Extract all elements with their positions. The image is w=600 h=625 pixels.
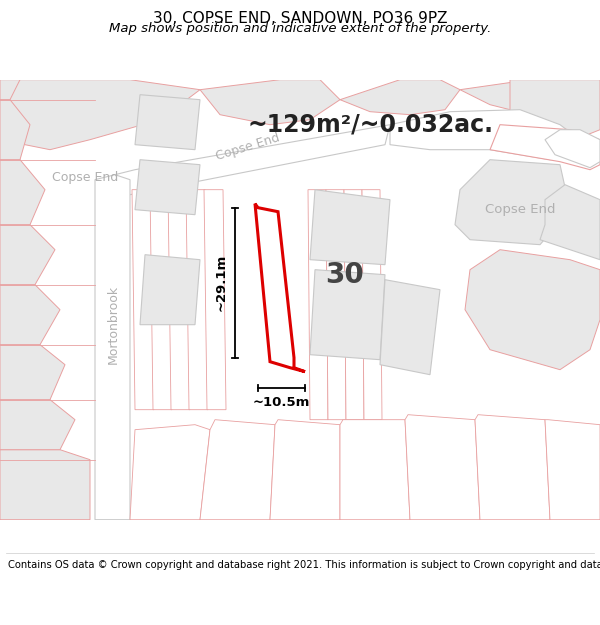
- Text: ~29.1m: ~29.1m: [215, 254, 228, 311]
- Polygon shape: [200, 420, 275, 519]
- Polygon shape: [326, 190, 346, 420]
- Text: ~129m²/~0.032ac.: ~129m²/~0.032ac.: [247, 112, 493, 137]
- Polygon shape: [200, 79, 340, 125]
- Polygon shape: [0, 224, 55, 285]
- Text: 30, COPSE END, SANDOWN, PO36 9PZ: 30, COPSE END, SANDOWN, PO36 9PZ: [153, 11, 447, 26]
- Polygon shape: [540, 185, 600, 260]
- Polygon shape: [465, 249, 600, 369]
- Polygon shape: [132, 190, 154, 410]
- Polygon shape: [344, 190, 364, 420]
- Polygon shape: [340, 79, 460, 115]
- Polygon shape: [270, 420, 340, 519]
- Polygon shape: [0, 449, 90, 519]
- Polygon shape: [115, 125, 390, 195]
- Polygon shape: [130, 424, 210, 519]
- Polygon shape: [455, 159, 570, 244]
- Text: Copse End: Copse End: [485, 203, 555, 216]
- Polygon shape: [135, 94, 200, 149]
- Polygon shape: [0, 400, 75, 449]
- Polygon shape: [186, 190, 208, 410]
- Polygon shape: [362, 190, 382, 420]
- Text: 30: 30: [326, 261, 364, 289]
- Polygon shape: [308, 190, 328, 420]
- Polygon shape: [135, 159, 200, 214]
- Polygon shape: [168, 190, 190, 410]
- Polygon shape: [545, 420, 600, 519]
- Polygon shape: [0, 159, 45, 224]
- Polygon shape: [545, 130, 600, 168]
- Text: Map shows position and indicative extent of the property.: Map shows position and indicative extent…: [109, 22, 491, 34]
- Polygon shape: [310, 190, 390, 265]
- Polygon shape: [0, 79, 200, 149]
- Polygon shape: [0, 345, 65, 400]
- Polygon shape: [0, 79, 20, 99]
- Polygon shape: [405, 415, 480, 519]
- Text: Mortonbrook: Mortonbrook: [107, 285, 119, 364]
- Polygon shape: [490, 125, 600, 169]
- Text: Copse End: Copse End: [52, 171, 118, 184]
- Polygon shape: [95, 174, 130, 519]
- Polygon shape: [590, 79, 600, 120]
- Polygon shape: [460, 79, 590, 115]
- Polygon shape: [390, 110, 590, 159]
- Polygon shape: [0, 99, 30, 159]
- Polygon shape: [380, 280, 440, 374]
- Polygon shape: [510, 79, 600, 139]
- Text: Copse End: Copse End: [214, 131, 281, 162]
- Polygon shape: [0, 285, 60, 345]
- Polygon shape: [140, 255, 200, 325]
- Polygon shape: [150, 190, 172, 410]
- Polygon shape: [204, 190, 226, 410]
- Polygon shape: [310, 270, 385, 359]
- Polygon shape: [340, 420, 410, 519]
- Text: Contains OS data © Crown copyright and database right 2021. This information is : Contains OS data © Crown copyright and d…: [8, 560, 600, 570]
- Text: ~10.5m: ~10.5m: [253, 396, 310, 409]
- Polygon shape: [475, 415, 550, 519]
- Polygon shape: [255, 204, 305, 372]
